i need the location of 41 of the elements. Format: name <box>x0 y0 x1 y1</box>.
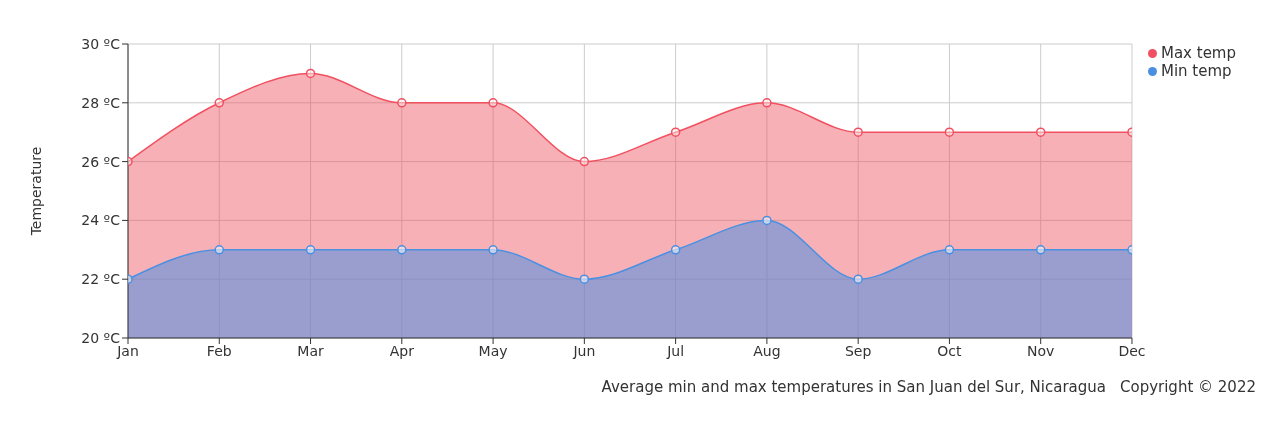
point <box>853 127 863 137</box>
text: Copyright © 2022 <box>1119 378 1256 396</box>
point <box>579 156 590 167</box>
y-tick-label: 30 ºC <box>81 35 121 52</box>
point <box>397 98 407 108</box>
point <box>853 274 863 284</box>
x-tick-label: Nov <box>1027 342 1055 359</box>
y-tick-label: 28 ºC <box>81 94 121 111</box>
x-tick-label: Sep <box>844 342 872 359</box>
point <box>397 245 407 255</box>
legend-label: Min temp <box>1160 62 1232 80</box>
point <box>1035 127 1046 137</box>
point <box>214 98 225 108</box>
y-tick-label: 24 ºC <box>81 212 121 229</box>
point <box>670 245 681 255</box>
y-tick-label: 22 ºC <box>81 271 121 288</box>
point <box>488 98 498 108</box>
x-tick-label: Jul <box>666 342 685 359</box>
point <box>670 127 681 137</box>
point <box>762 215 772 226</box>
point <box>305 245 316 255</box>
x-tick-label: Aug <box>753 342 781 359</box>
y-axis-title: Temperature <box>27 146 44 237</box>
x-tick-label: Mar <box>297 342 324 359</box>
point <box>214 245 225 255</box>
y-tick-label: 26 ºC <box>81 153 121 170</box>
point <box>579 274 590 284</box>
point <box>305 68 316 79</box>
x-tick-label: Jun <box>572 342 596 359</box>
x-tick-label: Feb <box>206 342 232 359</box>
point <box>488 245 498 255</box>
legend-label: Max temp <box>1160 44 1236 62</box>
text: Average min and max temperatures in San Juan del Sur, Nicaragua <box>601 378 1106 396</box>
point <box>944 127 955 137</box>
x-tick-label: Oct <box>937 342 963 359</box>
x-tick-label: Apr <box>389 342 415 359</box>
x-tick-label: Dec <box>1118 342 1146 359</box>
point <box>762 98 772 108</box>
point <box>944 245 955 255</box>
x-tick-label: May <box>478 342 508 359</box>
point <box>1035 245 1046 255</box>
